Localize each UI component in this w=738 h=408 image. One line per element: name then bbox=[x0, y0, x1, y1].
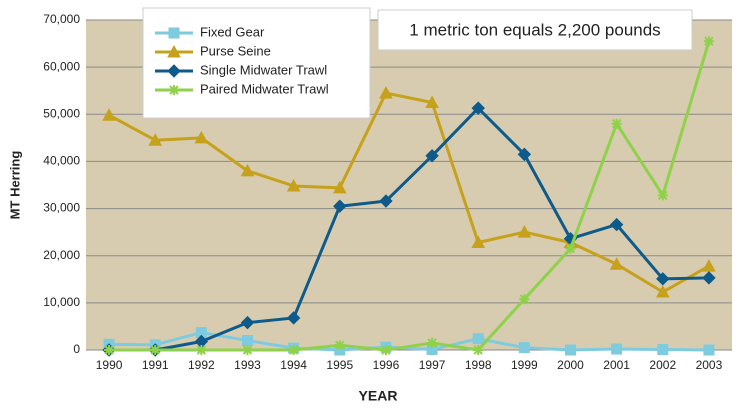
legend-label: Purse Seine bbox=[200, 43, 271, 58]
marker bbox=[611, 118, 622, 129]
marker bbox=[471, 101, 485, 115]
marker bbox=[425, 95, 439, 108]
marker bbox=[332, 180, 347, 194]
marker bbox=[242, 335, 253, 347]
marker bbox=[194, 130, 209, 144]
marker bbox=[657, 190, 668, 201]
marker bbox=[379, 86, 393, 99]
marker bbox=[288, 345, 299, 355]
x-tick-label: 2000 bbox=[557, 358, 584, 372]
marker bbox=[472, 333, 484, 345]
x-tick-label: 1999 bbox=[511, 358, 538, 372]
marker bbox=[609, 217, 624, 232]
marker bbox=[167, 44, 181, 58]
series-line bbox=[109, 331, 709, 352]
y-tick-label: 60,000 bbox=[43, 59, 80, 73]
x-tick-label: 1994 bbox=[280, 358, 307, 372]
marker bbox=[102, 108, 116, 121]
marker bbox=[473, 345, 484, 355]
marker bbox=[519, 294, 530, 305]
y-tick-label: 40,000 bbox=[43, 154, 80, 168]
marker bbox=[517, 225, 532, 238]
x-tick-label: 1995 bbox=[326, 358, 353, 372]
marker bbox=[425, 149, 439, 163]
annotation-box bbox=[377, 9, 693, 51]
marker bbox=[611, 343, 623, 355]
y-tick-label: 30,000 bbox=[43, 201, 80, 215]
marker bbox=[380, 345, 391, 355]
marker bbox=[167, 64, 181, 78]
marker bbox=[703, 36, 714, 47]
marker bbox=[656, 272, 670, 286]
marker bbox=[471, 235, 486, 249]
x-tick-label: 2002 bbox=[649, 358, 676, 372]
x-tick-label: 1998 bbox=[465, 358, 492, 372]
x-tick-label: 1996 bbox=[373, 358, 400, 372]
y-tick-label: 70,000 bbox=[43, 12, 80, 26]
marker bbox=[565, 344, 576, 356]
marker bbox=[196, 345, 207, 355]
marker bbox=[168, 27, 180, 39]
marker bbox=[609, 257, 624, 270]
marker bbox=[334, 340, 345, 351]
marker bbox=[655, 284, 670, 298]
marker bbox=[286, 311, 301, 325]
legend-label: Paired Midwater Trawl bbox=[200, 81, 329, 96]
annotation: 1 metric ton equals 2,200 pounds bbox=[409, 20, 660, 39]
series-line bbox=[109, 106, 709, 352]
marker bbox=[333, 199, 347, 213]
marker bbox=[657, 344, 669, 356]
series-line bbox=[109, 40, 711, 352]
y-tick-label: 20,000 bbox=[43, 248, 80, 262]
marker bbox=[379, 194, 393, 208]
y-tick-label: 10,000 bbox=[43, 295, 80, 309]
y-tick-label: 50,000 bbox=[43, 106, 80, 120]
marker bbox=[169, 85, 179, 95]
marker bbox=[702, 271, 716, 285]
marker bbox=[150, 345, 161, 355]
marker bbox=[286, 178, 301, 192]
x-tick-label: 2003 bbox=[696, 358, 723, 372]
x-axis-label: YEAR bbox=[359, 388, 398, 404]
marker bbox=[565, 243, 576, 254]
marker bbox=[427, 337, 438, 348]
x-tick-label: 2001 bbox=[603, 358, 630, 372]
marker bbox=[703, 344, 715, 356]
marker bbox=[104, 345, 115, 355]
x-tick-label: 1993 bbox=[234, 358, 261, 372]
x-tick-label: 1992 bbox=[188, 358, 215, 372]
x-tick-label: 1991 bbox=[142, 358, 169, 372]
x-tick-label: 1990 bbox=[96, 358, 123, 372]
marker bbox=[240, 163, 255, 177]
marker bbox=[702, 259, 716, 272]
marker bbox=[240, 315, 255, 330]
marker bbox=[517, 147, 532, 162]
marker bbox=[148, 133, 163, 146]
series-line bbox=[108, 91, 710, 294]
y-axis-label: MT Herring bbox=[7, 151, 22, 220]
x-tick-label: 1997 bbox=[419, 358, 446, 372]
legend-label: Fixed Gear bbox=[200, 24, 265, 39]
legend-label: Single Midwater Trawl bbox=[200, 62, 327, 77]
legend-box bbox=[142, 7, 371, 119]
marker bbox=[242, 345, 253, 355]
marker bbox=[518, 342, 530, 354]
y-tick-label: 0 bbox=[73, 342, 80, 356]
